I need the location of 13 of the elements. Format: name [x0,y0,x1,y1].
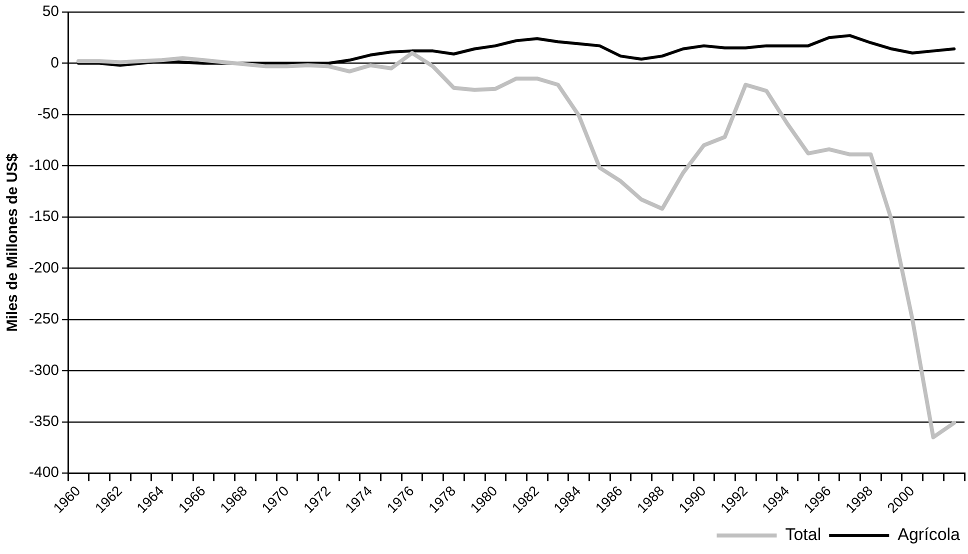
y-tick-label: -250 [28,310,60,328]
y-tick-label: -100 [28,156,60,174]
y-tick-label: -150 [28,208,60,226]
y-tick-label: -200 [28,259,60,276]
y-tick-label: -350 [28,413,60,430]
y-tick-label: 0 [50,54,60,72]
y-axis-title: Miles de Millones de US$ [4,152,22,332]
y-tick-label: -400 [28,464,60,482]
y-tick-label: -300 [28,362,60,379]
y-tick-label: 50 [42,3,60,20]
legend-label: Agrícola [898,525,961,544]
legend-label: Total [785,525,822,544]
y-tick-label: -50 [37,106,60,123]
